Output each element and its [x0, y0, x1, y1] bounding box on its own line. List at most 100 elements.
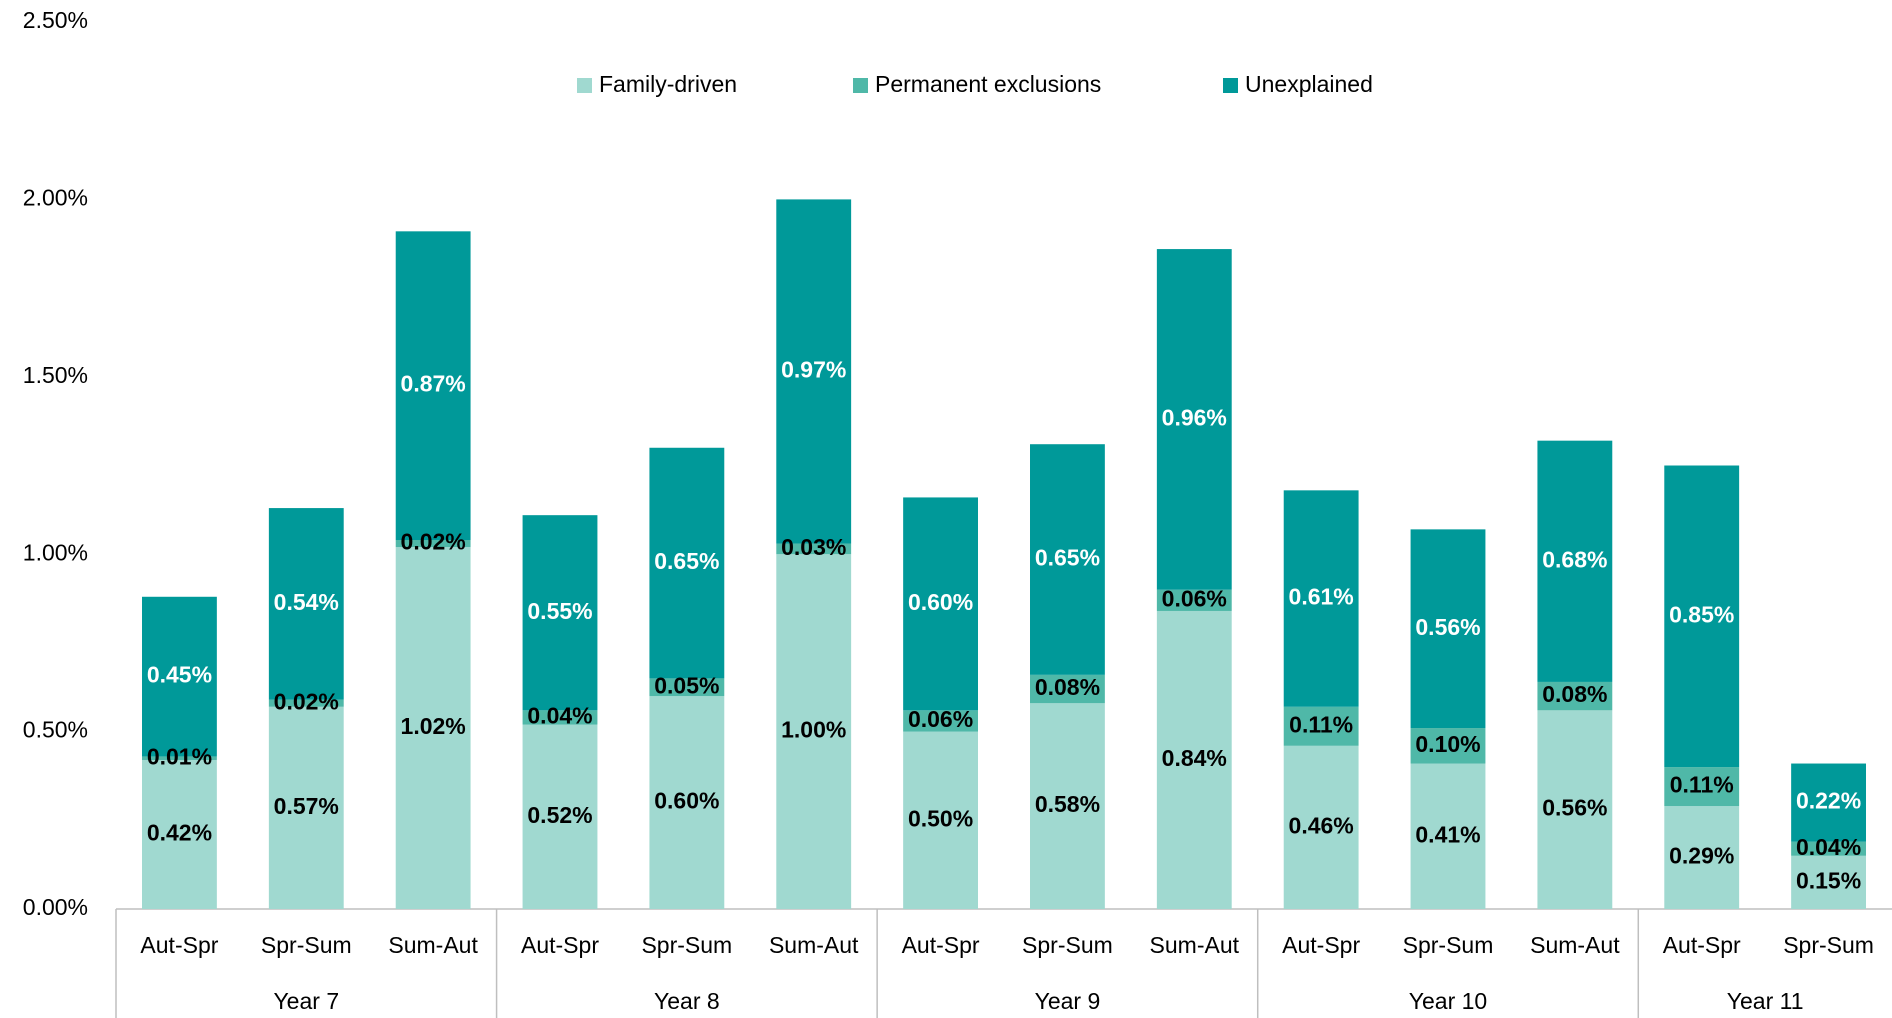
- value-label: 0.56%: [1542, 795, 1607, 821]
- value-label: 0.02%: [401, 529, 466, 555]
- value-label: 0.85%: [1669, 601, 1734, 627]
- y-tick-label: 2.00%: [23, 184, 88, 210]
- bar-segment: [1030, 703, 1105, 909]
- bar-segment: [1664, 806, 1740, 909]
- bar-segment: [395, 540, 471, 548]
- value-label: 0.45%: [147, 662, 212, 688]
- value-label: 0.65%: [1035, 545, 1100, 571]
- bar-segment: [1664, 767, 1740, 807]
- bar-segment: [1664, 465, 1740, 768]
- group-label: Year 9: [1035, 988, 1101, 1014]
- bar-segment: [1283, 490, 1359, 707]
- bar-segment: [395, 547, 471, 909]
- value-label: 0.58%: [1035, 791, 1100, 817]
- x-tick-label: Spr-Sum: [1022, 932, 1113, 958]
- bar-segment: [649, 678, 725, 697]
- value-label: 0.11%: [1670, 772, 1734, 798]
- value-label: 0.57%: [274, 793, 339, 819]
- bar-segment: [1156, 589, 1232, 611]
- bar-segment: [268, 706, 344, 909]
- value-label: 0.06%: [1162, 585, 1227, 611]
- y-tick-label: 1.50%: [23, 362, 88, 388]
- value-label: 1.02%: [401, 713, 466, 739]
- value-label: 0.02%: [274, 688, 339, 714]
- x-tick-label: Spr-Sum: [1783, 932, 1874, 958]
- bar-segment: [268, 508, 344, 700]
- bar-segment: [522, 724, 598, 909]
- bar-segment: [142, 756, 217, 760]
- y-tick-label: 1.00%: [23, 539, 88, 565]
- x-tick-label: Aut-Spr: [1282, 932, 1360, 958]
- bar-segment: [1537, 681, 1613, 711]
- bar-segment: [776, 543, 852, 555]
- bar-segment: [903, 710, 978, 732]
- x-tick-label: Aut-Spr: [521, 932, 599, 958]
- bar-segment: [649, 447, 725, 679]
- bar-segment: [1030, 674, 1105, 704]
- value-label: 0.10%: [1415, 731, 1480, 757]
- bar-segment: [268, 699, 344, 707]
- bar-segment: [903, 731, 978, 909]
- bar-segment: [649, 696, 725, 909]
- value-label: 0.29%: [1669, 843, 1734, 869]
- bar-segment: [1537, 710, 1613, 909]
- bar-segment: [1030, 444, 1105, 675]
- value-label: 0.56%: [1415, 614, 1480, 640]
- x-tick-label: Spr-Sum: [1403, 932, 1494, 958]
- bar-segment: [1156, 249, 1232, 590]
- x-tick-label: Aut-Spr: [140, 932, 218, 958]
- value-label: 0.04%: [527, 702, 592, 728]
- value-label: 0.54%: [274, 589, 339, 615]
- x-tick-label: Spr-Sum: [641, 932, 732, 958]
- x-tick-label: Sum-Aut: [1530, 932, 1620, 958]
- x-tick-label: Spr-Sum: [261, 932, 352, 958]
- legend-label: Unexplained: [1245, 71, 1373, 97]
- value-label: 0.08%: [1035, 674, 1100, 700]
- bar-segment: [142, 596, 217, 757]
- value-label: 1.00%: [781, 717, 846, 743]
- x-tick-label: Aut-Spr: [902, 932, 980, 958]
- value-label: 0.61%: [1289, 584, 1354, 610]
- bar-segment: [1410, 763, 1486, 909]
- bar-segment: [1410, 728, 1486, 764]
- value-label: 0.96%: [1162, 404, 1227, 430]
- value-label: 0.46%: [1289, 812, 1354, 838]
- value-label: 0.22%: [1796, 788, 1861, 814]
- group-label: Year 11: [1727, 988, 1804, 1014]
- y-tick-label: 0.50%: [23, 717, 88, 743]
- x-tick-label: Sum-Aut: [1150, 932, 1240, 958]
- bar-segment: [1283, 706, 1359, 746]
- group-label: Year 7: [273, 988, 339, 1014]
- legend-swatch: [1223, 78, 1238, 93]
- x-tick-label: Sum-Aut: [388, 932, 478, 958]
- bar-segment: [903, 497, 978, 711]
- legend-swatch: [577, 78, 592, 93]
- bar-segment: [1791, 841, 1866, 856]
- y-tick-label: 2.50%: [23, 7, 88, 33]
- legend-label: Family-driven: [599, 71, 737, 97]
- bar-segment: [1791, 763, 1866, 842]
- value-label: 0.97%: [781, 357, 846, 383]
- value-label: 0.04%: [1796, 834, 1861, 860]
- value-label: 0.05%: [654, 672, 719, 698]
- bar-segment: [1156, 610, 1232, 909]
- value-label: 0.15%: [1796, 867, 1861, 893]
- bar-segment: [1537, 440, 1613, 682]
- value-label: 0.65%: [654, 548, 719, 574]
- value-label: 0.68%: [1542, 546, 1607, 572]
- x-tick-label: Aut-Spr: [1663, 932, 1741, 958]
- y-tick-label: 0.00%: [23, 894, 88, 920]
- bar-segment: [1791, 855, 1866, 909]
- bar-segment: [522, 710, 598, 725]
- value-label: 0.01%: [147, 743, 212, 769]
- bar-segment: [522, 515, 598, 711]
- bar-segment: [776, 554, 852, 909]
- value-label: 0.41%: [1415, 821, 1480, 847]
- value-label: 0.03%: [781, 534, 846, 560]
- legend-swatch: [853, 78, 868, 93]
- bar-segment: [1410, 529, 1486, 729]
- bar-segment: [1283, 745, 1359, 909]
- value-label: 0.11%: [1289, 711, 1353, 737]
